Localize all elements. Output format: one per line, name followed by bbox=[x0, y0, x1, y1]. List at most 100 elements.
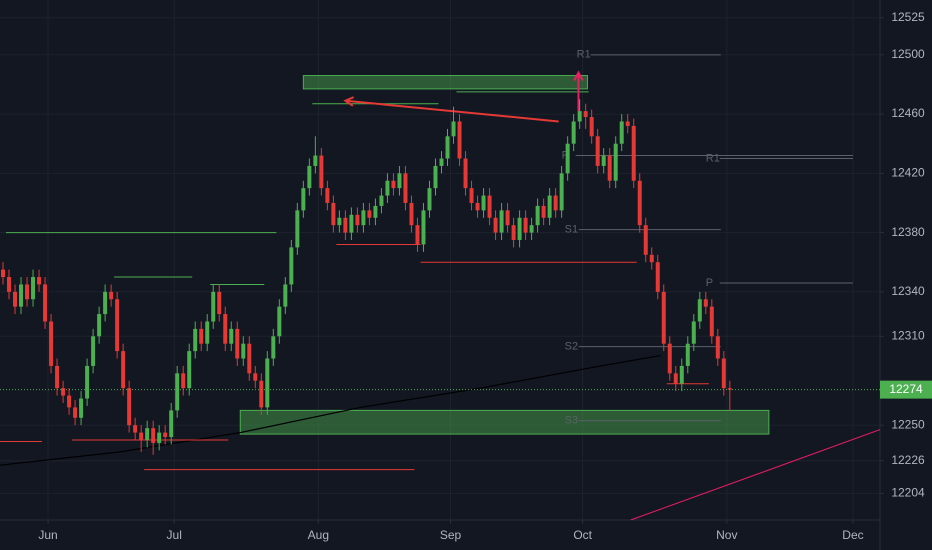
candle-body bbox=[121, 351, 126, 389]
pivot-label: P bbox=[706, 277, 713, 289]
candle-body bbox=[445, 136, 450, 159]
candle-body bbox=[439, 158, 444, 166]
pivot-label: S2 bbox=[565, 341, 578, 353]
candle-body bbox=[667, 343, 672, 374]
candle-body bbox=[181, 373, 186, 389]
pivot-label: P bbox=[562, 149, 569, 161]
candle-body bbox=[511, 225, 516, 240]
candle-body bbox=[145, 428, 150, 440]
candle-body bbox=[7, 277, 12, 292]
x-tick-label: Dec bbox=[842, 528, 863, 542]
candle-body bbox=[109, 291, 114, 300]
candle-body bbox=[655, 262, 660, 292]
candle-body bbox=[697, 299, 702, 322]
candle-body bbox=[25, 284, 30, 300]
x-tick-label: Sep bbox=[440, 528, 462, 542]
candle-body bbox=[1, 269, 6, 278]
candle-body bbox=[253, 373, 258, 381]
candle-body bbox=[331, 202, 336, 226]
candle-body bbox=[487, 195, 492, 218]
candle-body bbox=[193, 328, 198, 352]
plot: R1 P S1 S2 S3 R1 P bbox=[0, 0, 880, 520]
pivot-label: R1 bbox=[577, 49, 591, 61]
arrow-head bbox=[573, 70, 584, 81]
candle-body bbox=[505, 210, 510, 226]
candle-body bbox=[241, 343, 246, 359]
candle-body bbox=[301, 188, 306, 211]
candle-body bbox=[727, 388, 732, 390]
candle-body bbox=[679, 365, 684, 384]
zone bbox=[302, 75, 588, 90]
candle-body bbox=[235, 328, 240, 359]
candle-body bbox=[349, 214, 354, 233]
candle-body bbox=[79, 398, 84, 418]
candle-body bbox=[295, 210, 300, 248]
candle-body bbox=[547, 195, 552, 218]
drawn-line bbox=[345, 99, 559, 123]
candle-body bbox=[541, 205, 546, 218]
candle-body bbox=[385, 180, 390, 196]
candle-body bbox=[271, 336, 276, 359]
candle-body bbox=[673, 373, 678, 384]
candle-body bbox=[517, 217, 522, 240]
drawn-line bbox=[630, 429, 880, 520]
candle-body bbox=[421, 210, 426, 245]
candle-body bbox=[367, 210, 372, 218]
candle-body bbox=[307, 165, 312, 189]
moving-average bbox=[0, 354, 661, 466]
candle-body bbox=[571, 121, 576, 144]
candle-body bbox=[49, 321, 54, 366]
candle-body bbox=[625, 121, 630, 126]
candle-body bbox=[475, 202, 480, 211]
candle-body bbox=[493, 217, 498, 233]
candle-body bbox=[211, 291, 216, 322]
x-tick-label: Jun bbox=[38, 528, 57, 542]
candle-body bbox=[433, 165, 438, 189]
candle-body bbox=[43, 284, 48, 322]
candle-body bbox=[85, 365, 90, 399]
candle-body bbox=[409, 202, 414, 226]
candle-body bbox=[721, 358, 726, 389]
candle-body bbox=[217, 291, 222, 315]
pivot-label: S3 bbox=[565, 415, 578, 427]
candle-body bbox=[67, 395, 72, 408]
candle-body bbox=[319, 155, 324, 189]
y-tick-label: 12525 bbox=[891, 10, 925, 24]
candle-body bbox=[469, 188, 474, 203]
candle-body bbox=[463, 158, 468, 189]
candle-body bbox=[61, 388, 66, 396]
candle-body bbox=[601, 155, 606, 166]
candle-body bbox=[169, 410, 174, 438]
candle-body bbox=[553, 195, 558, 211]
candle-body bbox=[175, 373, 180, 411]
candle-body bbox=[13, 291, 18, 307]
candle-body bbox=[619, 121, 624, 144]
candle-body bbox=[283, 284, 288, 307]
last-price-label: 12274 bbox=[889, 382, 923, 396]
candle-body bbox=[607, 155, 612, 181]
candle-body bbox=[661, 291, 666, 344]
y-tick-label: 12420 bbox=[891, 166, 925, 180]
candle-body bbox=[97, 314, 102, 337]
candle-body bbox=[277, 306, 282, 337]
candle-body bbox=[313, 155, 318, 166]
candle-body bbox=[91, 336, 96, 366]
candle-body bbox=[631, 125, 636, 181]
x-tick-label: Jul bbox=[167, 528, 182, 542]
candle-body bbox=[583, 111, 588, 118]
candle-body bbox=[325, 188, 330, 203]
y-tick-label: 12340 bbox=[891, 284, 925, 298]
candle-body bbox=[139, 432, 144, 440]
candle-body bbox=[127, 388, 132, 426]
arrow-head bbox=[343, 96, 355, 107]
candle-body bbox=[499, 210, 504, 233]
candle-body bbox=[523, 217, 528, 233]
candle-body bbox=[265, 358, 270, 408]
candle-body bbox=[115, 299, 120, 352]
candle-body bbox=[103, 291, 108, 315]
candle-body bbox=[457, 121, 462, 159]
candle-body bbox=[229, 328, 234, 344]
candle-body bbox=[19, 284, 24, 307]
pivot-label: S1 bbox=[565, 224, 578, 236]
